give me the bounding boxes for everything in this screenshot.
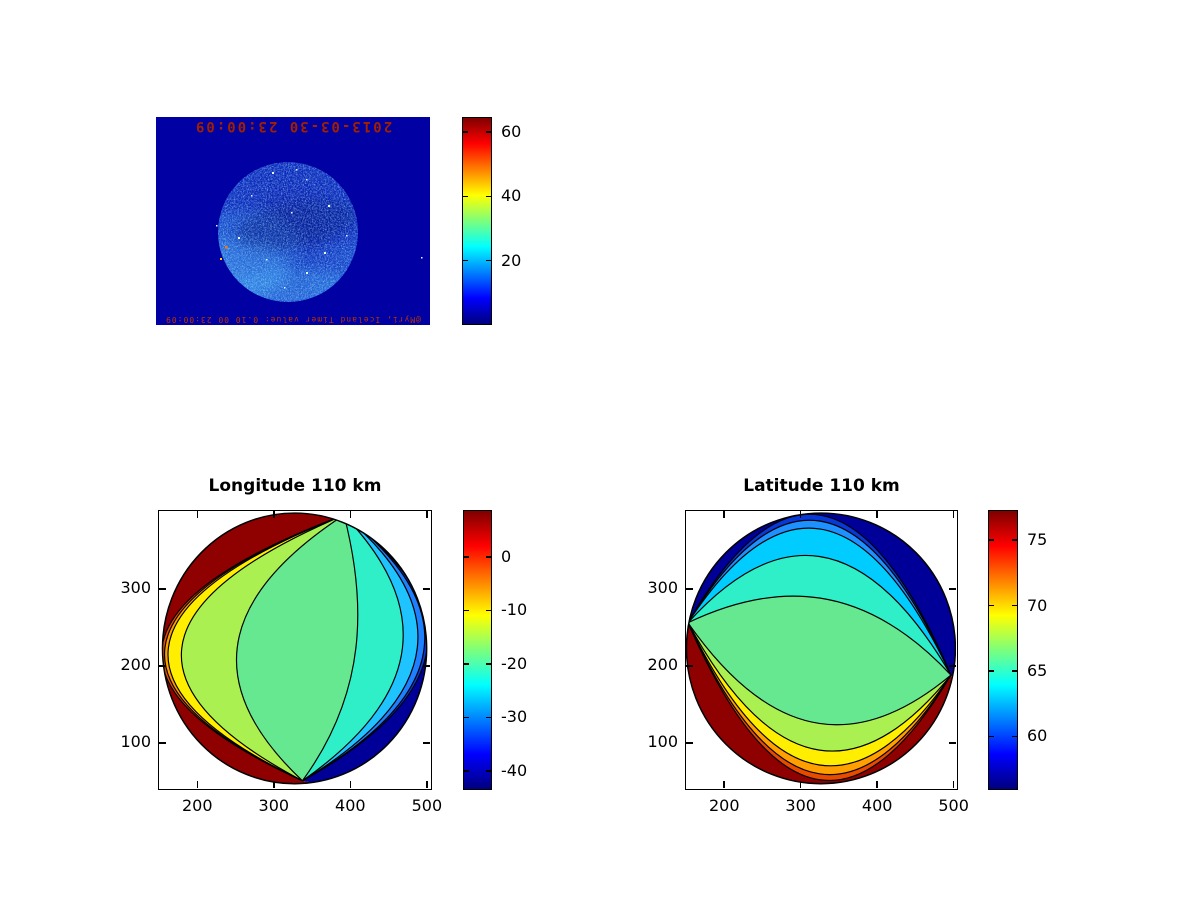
y-tick-mark [159,742,166,744]
y-tick-mark [159,588,166,590]
y-tick-mark [686,742,693,744]
colorbar-tick-label: -20 [501,653,528,673]
colorbar-tick-mark [1012,539,1017,541]
colorbar-tick-mark [486,131,491,133]
colorbar-latitude: 75 70 65 60 [988,510,1047,790]
x-tick-mark [273,511,275,518]
colorbar-tick-mark [989,539,994,541]
bright-orange-pixel [225,246,228,249]
colorbar-tick-label: 20 [501,250,522,270]
x-tick-mark [349,511,352,518]
allsky-image-panel: 2013-03-30 23:00:09 @Myri, Iceland Timer… [156,117,430,325]
x-tick-mark [426,511,428,518]
x-tick-label: 200 [708,796,740,815]
colorbar-tick-mark [486,259,491,262]
y-tick-mark [686,665,693,667]
x-tick-label: 500 [938,796,969,815]
x-tick-mark [952,781,955,788]
colorbar-tick-mark [989,670,994,672]
latitude-axes: 200 300 400 500 100 200 300 [647,510,969,814]
colorbar-tick-mark [464,556,469,558]
x-tick-mark [196,781,199,788]
y-tick-label: 300 [120,578,151,598]
y-tick-mark [949,588,956,590]
colorbar-gradient [463,510,492,790]
colorbar-tick-mark [1012,735,1017,738]
colorbar-tick-mark [1012,670,1017,672]
colorbar-tick-mark [463,131,468,133]
allsky-image [156,117,430,325]
y-tick-label: 100 [120,732,151,752]
colorbar-gradient [462,117,492,325]
colorbar-tick-mark [486,195,491,198]
colorbar-tick-label: 60 [1027,726,1048,746]
colorbar-tick-mark [486,556,491,558]
colorbar-tick-mark [1012,604,1017,607]
x-tick-mark [723,511,725,518]
colorbar-tick-label: 60 [501,122,522,142]
colorbar-tick-mark [464,663,469,665]
x-tick-label: 500 [411,796,443,815]
colorbar-tick-label: 0 [501,547,512,567]
colorbar-gradient [988,510,1018,790]
x-tick-mark [952,511,955,518]
x-tick-label: 400 [335,796,366,815]
colorbar-tick-mark [989,604,994,607]
bright-yellow-pixel [220,258,222,260]
longitude-axes: 200 300 400 500 100 200 300 [120,510,442,814]
colorbar-tick-mark [464,716,469,719]
colorbar-tick-mark [464,770,469,772]
longitude-plot-title: Longitude 110 km [208,476,382,496]
x-tick-label: 200 [181,796,213,815]
y-tick-mark [159,665,166,667]
x-tick-mark [349,781,352,788]
y-tick-mark [423,588,430,590]
colorbar-tick-label: -40 [501,760,528,780]
colorbar-asc-intensity: 60 40 20 [462,117,521,325]
colorbar-tick-mark [463,259,468,262]
colorbar-tick-mark [464,609,469,612]
colorbar-longitude: 0 -10 -20 -30 -40 [463,510,527,790]
latitude-contour-disk [686,512,956,785]
y-tick-label: 100 [647,732,678,752]
x-tick-label: 400 [861,796,893,815]
y-tick-label: 300 [647,578,678,598]
colorbar-tick-label: 65 [1027,660,1048,680]
x-tick-mark [799,511,802,518]
star-speckles [216,169,423,289]
x-tick-label: 300 [785,796,816,815]
x-tick-mark [273,781,275,788]
colorbar-tick-label: 70 [1027,595,1048,615]
colorbar-tick-mark [486,716,491,719]
x-tick-mark [876,781,878,788]
colorbar-tick-mark [989,735,994,738]
x-tick-mark [426,781,428,788]
y-tick-label: 200 [120,655,151,675]
colorbar-tick-mark [486,770,491,772]
colorbar-tick-label: -30 [501,707,528,727]
longitude-contour-disk [161,512,428,785]
y-tick-mark [949,742,956,744]
x-tick-label: 300 [258,796,290,815]
colorbar-tick-mark [486,663,491,665]
colorbar-tick-mark [463,195,468,198]
colorbar-tick-mark [486,609,491,612]
colorbar-tick-label: 75 [1027,530,1048,550]
y-tick-mark [949,665,956,667]
x-tick-mark [799,781,802,788]
x-tick-mark [723,781,725,788]
y-tick-mark [423,742,430,744]
y-tick-mark [423,665,430,667]
colorbar-tick-label: -10 [501,600,528,620]
y-tick-mark [686,588,693,590]
y-tick-label: 200 [647,655,678,675]
x-tick-mark [196,511,199,518]
x-tick-mark [876,511,878,518]
colorbar-tick-label: 40 [501,186,522,206]
latitude-plot-title: Latitude 110 km [743,476,900,496]
